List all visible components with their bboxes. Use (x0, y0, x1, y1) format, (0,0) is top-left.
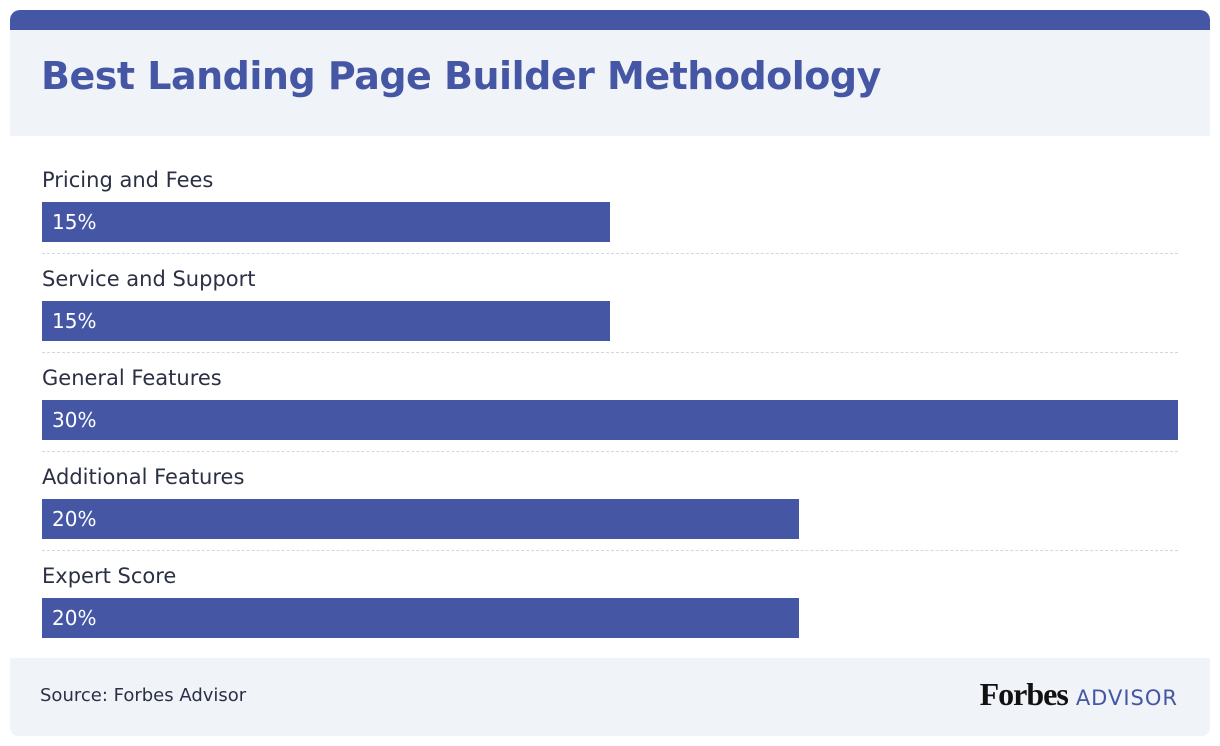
bar-chart-plot-area: Pricing and Fees 15% Service and Support 15… (10, 136, 1210, 658)
bar-value-label: 30% (52, 408, 97, 432)
bar-category-label: General Features (42, 366, 222, 390)
bar-category-label: Additional Features (42, 465, 245, 489)
chart-header: Best Landing Page Builder Methodology (10, 30, 1210, 136)
forbes-wordmark: Forbes (979, 676, 1069, 712)
bar: 20% (42, 499, 799, 539)
bar-category-label: Service and Support (42, 267, 256, 291)
chart-title: Best Landing Page Builder Methodology (41, 54, 881, 98)
bar: 30% (42, 400, 1178, 440)
row-divider (42, 550, 1178, 551)
header-accent-strip (10, 10, 1210, 30)
chart-card: Best Landing Page Builder Methodology Pr… (10, 10, 1210, 736)
bar: 20% (42, 598, 799, 638)
row-divider (42, 451, 1178, 452)
bar: 15% (42, 301, 610, 341)
bar-category-label: Pricing and Fees (42, 168, 214, 192)
row-divider (42, 352, 1178, 353)
chart-footer: Source: Forbes Advisor Forbes ADVISOR (10, 658, 1210, 736)
bar-value-label: 15% (52, 210, 97, 234)
row-divider (42, 253, 1178, 254)
advisor-wordmark: ADVISOR (1075, 686, 1178, 710)
bar: 15% (42, 202, 610, 242)
forbes-advisor-logo: Forbes ADVISOR (980, 676, 1178, 713)
bar-value-label: 20% (52, 606, 97, 630)
bar-category-label: Expert Score (42, 564, 177, 588)
bar-value-label: 15% (52, 309, 97, 333)
bar-value-label: 20% (52, 507, 97, 531)
source-note: Source: Forbes Advisor (40, 685, 247, 706)
